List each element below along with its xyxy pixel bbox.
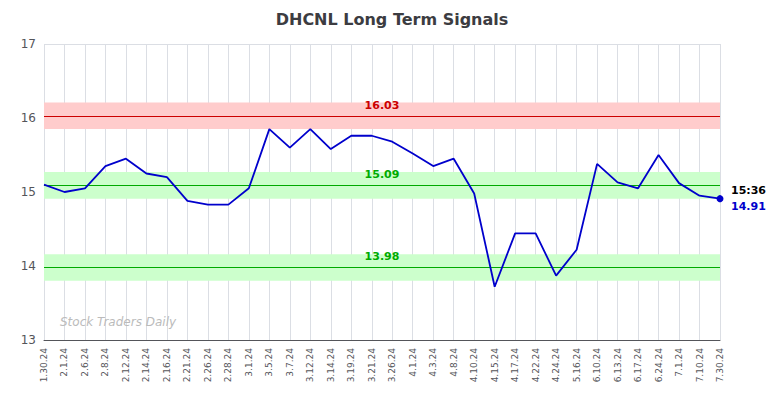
svg-text:7.1.24: 7.1.24 <box>674 348 684 377</box>
svg-text:2.21.24: 2.21.24 <box>182 348 192 383</box>
svg-text:13.98: 13.98 <box>365 250 400 263</box>
svg-text:2.12.24: 2.12.24 <box>121 348 131 383</box>
svg-text:15.09: 15.09 <box>365 168 400 181</box>
svg-text:14: 14 <box>21 259 36 273</box>
svg-text:Stock Traders Daily: Stock Traders Daily <box>60 315 177 329</box>
svg-text:6.17.24: 6.17.24 <box>633 348 643 383</box>
svg-text:2.16.24: 2.16.24 <box>162 348 172 383</box>
svg-text:3.1.24: 3.1.24 <box>244 348 254 377</box>
svg-text:3.14.24: 3.14.24 <box>326 348 336 383</box>
svg-text:2.8.24: 2.8.24 <box>100 348 110 377</box>
svg-text:7.10.24: 7.10.24 <box>695 348 705 383</box>
svg-text:5.16.24: 5.16.24 <box>572 348 582 383</box>
svg-text:3.7.24: 3.7.24 <box>285 348 295 377</box>
svg-text:2.1.24: 2.1.24 <box>59 348 69 377</box>
svg-text:DHCNL Long Term Signals: DHCNL Long Term Signals <box>276 10 509 29</box>
svg-text:2.14.24: 2.14.24 <box>141 348 151 383</box>
svg-text:3.26.24: 3.26.24 <box>387 348 397 383</box>
svg-text:4.10.24: 4.10.24 <box>469 348 479 383</box>
svg-text:15: 15 <box>21 185 36 199</box>
svg-text:3.19.24: 3.19.24 <box>346 348 356 383</box>
svg-text:17: 17 <box>21 37 36 51</box>
svg-text:6.13.24: 6.13.24 <box>613 348 623 383</box>
svg-text:6.24.24: 6.24.24 <box>654 348 664 383</box>
svg-text:3.21.24: 3.21.24 <box>367 348 377 383</box>
svg-text:7.30.24: 7.30.24 <box>715 348 725 383</box>
svg-text:15:36: 15:36 <box>731 184 766 197</box>
svg-text:3.5.24: 3.5.24 <box>264 348 274 377</box>
svg-text:14.91: 14.91 <box>731 200 766 213</box>
svg-text:4.3.24: 4.3.24 <box>428 348 438 377</box>
svg-text:1.30.24: 1.30.24 <box>39 348 49 383</box>
svg-text:4.15.24: 4.15.24 <box>490 348 500 383</box>
svg-text:4.1.24: 4.1.24 <box>408 348 418 377</box>
svg-text:4.17.24: 4.17.24 <box>510 348 520 383</box>
svg-text:2.6.24: 2.6.24 <box>80 348 90 377</box>
svg-text:3.12.24: 3.12.24 <box>305 348 315 383</box>
svg-text:6.10.24: 6.10.24 <box>592 348 602 383</box>
svg-text:4.22.24: 4.22.24 <box>531 348 541 383</box>
svg-text:4.8.24: 4.8.24 <box>449 348 459 377</box>
svg-text:16: 16 <box>21 111 36 125</box>
svg-text:2.28.24: 2.28.24 <box>223 348 233 383</box>
svg-text:4.24.24: 4.24.24 <box>551 348 561 383</box>
svg-text:2.26.24: 2.26.24 <box>203 348 213 383</box>
svg-text:13: 13 <box>21 333 36 347</box>
svg-text:16.03: 16.03 <box>365 99 400 112</box>
